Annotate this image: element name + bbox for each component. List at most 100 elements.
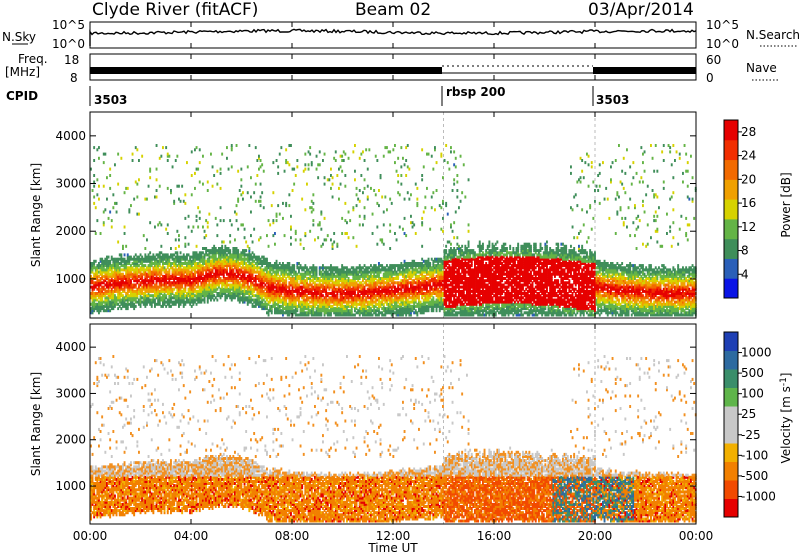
heatmap-cell — [423, 165, 425, 168]
heatmap-cell — [133, 198, 135, 201]
heatmap-cell — [149, 176, 151, 179]
heatmap-cell — [405, 234, 407, 237]
heatmap-cell — [309, 230, 311, 233]
heatmap-cell — [356, 204, 358, 207]
heatmap-cell — [293, 168, 295, 171]
heatmap-cell — [178, 185, 180, 188]
heatmap-cell — [223, 219, 225, 222]
heatmap-cell — [237, 170, 239, 173]
heatmap-cell — [431, 196, 433, 199]
heatmap-cell — [202, 183, 204, 186]
heatmap-cell — [93, 146, 95, 149]
heatmap-cell — [165, 146, 167, 149]
heatmap-cell — [312, 202, 314, 205]
heatmap-cell — [268, 219, 270, 222]
heatmap-cell — [389, 223, 391, 226]
heatmap-cell — [192, 226, 194, 229]
heatmap-cell — [324, 217, 326, 220]
heatmap-cell — [199, 148, 201, 151]
heatmap-cell — [290, 215, 292, 218]
heatmap-cell — [389, 198, 391, 201]
heatmap-cell — [242, 223, 244, 226]
heatmap-cell — [312, 193, 314, 196]
heatmap-cell — [304, 153, 306, 156]
heatmap-cell — [370, 187, 372, 190]
heatmap-cell — [431, 155, 433, 158]
heatmap-cell — [260, 200, 262, 203]
heatmap-cell — [378, 189, 380, 192]
heatmap-cell — [402, 228, 404, 231]
heatmap-cell — [256, 174, 258, 177]
heatmap-cell — [364, 178, 366, 181]
heatmap-cell — [160, 245, 162, 248]
heatmap-cell — [234, 238, 236, 241]
heatmap-cell — [124, 226, 126, 229]
heatmap-cell — [399, 193, 401, 196]
noise-panel: N.Sky 10^5 10^0 10^5 10^0 N.Search — [2, 18, 800, 51]
heatmap-cell — [250, 211, 252, 214]
power-heatmap — [90, 112, 697, 318]
station-title: Clyde River (fitACF) — [92, 0, 258, 20]
heatmap-cell — [429, 262, 431, 265]
heatmap-cell — [199, 161, 201, 164]
noise-left-label: N.Sky — [2, 30, 36, 44]
heatmap-cell — [341, 170, 343, 173]
heatmap-cell — [376, 243, 378, 246]
heatmap-cell — [400, 183, 402, 186]
heatmap-cell — [260, 196, 262, 199]
heatmap-cell — [421, 245, 423, 248]
heatmap-cell — [309, 153, 311, 156]
freq-label: Freq. — [18, 52, 48, 66]
heatmap-cell — [184, 236, 186, 239]
heatmap-cell — [316, 155, 318, 158]
heatmap-cell — [362, 191, 364, 194]
heatmap-cell — [288, 204, 290, 207]
cpid-segment-1: 3503 — [94, 93, 127, 107]
heatmap-cell — [132, 153, 134, 156]
heatmap-cell — [408, 168, 410, 171]
heatmap-cell — [364, 187, 366, 190]
heatmap-cell — [432, 296, 434, 299]
heatmap-cell — [229, 249, 231, 252]
heatmap-cell — [216, 299, 218, 302]
heatmap-cell — [346, 221, 348, 224]
heatmap-cell — [95, 232, 97, 235]
heatmap-cell — [176, 155, 178, 158]
heatmap-cell — [338, 187, 340, 190]
heatmap-cell — [228, 168, 230, 171]
heatmap-cell — [216, 234, 218, 237]
heatmap-cell — [333, 232, 335, 235]
heatmap-cell — [220, 219, 222, 222]
heatmap-cell — [295, 230, 297, 233]
heatmap-cell — [165, 228, 167, 231]
heatmap-cell — [255, 183, 257, 186]
heatmap-cell — [319, 163, 321, 166]
heatmap-cell — [205, 234, 207, 237]
heatmap-cell — [276, 260, 278, 263]
heatmap-cell — [245, 249, 247, 252]
heatmap-cell — [316, 266, 318, 269]
heatmap-cell — [196, 215, 198, 218]
heatmap-cell — [346, 232, 348, 235]
heatmap-cell — [255, 200, 257, 203]
heatmap-cell — [284, 170, 286, 173]
heatmap-cell — [103, 221, 105, 224]
heatmap-cell — [143, 234, 145, 237]
heatmap-cell — [304, 208, 306, 211]
heatmap-cell — [328, 178, 330, 181]
heatmap-cell — [314, 238, 316, 241]
heatmap-cell — [428, 153, 430, 156]
heatmap-cell — [212, 185, 214, 188]
heatmap-cell — [199, 217, 201, 220]
heatmap-cell — [341, 232, 343, 235]
heatmap-cell — [279, 153, 281, 156]
heatmap-cell — [226, 157, 228, 160]
heatmap-cell — [260, 236, 262, 239]
heatmap-cell — [416, 198, 418, 201]
heatmap-cell — [421, 221, 423, 224]
heatmap-cell — [263, 206, 265, 209]
frequency-panel: Freq. [MHz] 18 8 60 0 Nave — [5, 52, 778, 85]
heatmap-cell — [116, 202, 118, 205]
heatmap-cell — [258, 155, 260, 158]
heatmap-cell — [336, 243, 338, 246]
